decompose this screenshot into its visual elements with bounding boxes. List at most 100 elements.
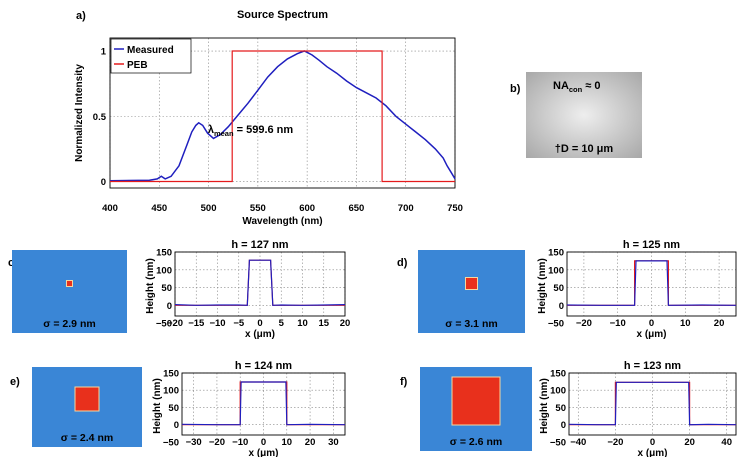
profile-x-tick: 10 [297,318,308,329]
sigma-label-d: σ = 3.1 nm [445,318,497,330]
profile-series-blue-d [566,260,737,306]
profile-title-f: h = 123 nm [624,360,681,372]
spectrum-series-peb [110,50,455,183]
profile-y-tick: −50 [163,437,179,448]
lambda-mean-annotation-rest: = 599.6 nm [234,124,294,136]
na-condenser-label-rest: ≈ 0 [582,80,600,92]
spectrum-y-tick: 0 [101,177,106,188]
sigma-label-e: σ = 2.4 nm [61,432,113,444]
spectrum-x-tick: 450 [151,203,167,214]
sigma-label-f: σ = 2.6 nm [450,436,502,448]
spectrum-plot-frame [109,37,456,189]
panel-a-label: a) [76,10,86,22]
spectrum-x-tick: 700 [398,203,414,214]
profile-y-axis-label-d: Height (nm) [537,258,548,314]
profile-x-tick: 15 [318,318,329,329]
profile-x-axis-label-f: x (μm) [637,448,667,457]
profile-y-tick: 0 [167,301,172,312]
spectrum-legend-box [110,38,192,74]
spectrum-x-tick: 550 [250,203,266,214]
profile-x-tick: 10 [281,437,292,448]
profile-x-tick: −20 [576,318,592,329]
profile-x-tick: 5 [279,318,285,329]
profile-y-axis-label-c: Height (nm) [145,258,156,314]
profile-x-tick: −10 [209,318,225,329]
profile-y-tick: 150 [550,369,566,380]
spectrum-x-tick: 650 [348,203,364,214]
profile-x-tick: 40 [721,437,732,448]
profile-x-tick: 0 [650,437,655,448]
profile-y-tick: 100 [163,386,179,397]
profile-series-blue-e [181,381,346,426]
profile-plot-frame-d [566,251,737,317]
profile-x-tick: −10 [610,318,626,329]
profile-x-tick: −30 [186,437,202,448]
spectrum-x-tick: 600 [299,203,315,214]
profile-x-tick: −20 [209,437,225,448]
profile-x-tick: 20 [714,318,725,329]
na-condenser-label: NAcon ≈ 0 [553,80,601,94]
profile-y-tick: 150 [548,248,564,259]
spectrum-title: Source Spectrum [237,9,328,21]
profile-y-tick: 0 [561,420,566,431]
afm-square-d [465,277,478,290]
panel-f-label: f) [400,376,408,388]
profile-y-tick: −50 [156,319,172,330]
profile-y-tick: 100 [548,265,564,276]
spectrum-x-tick: 500 [201,203,217,214]
spectrum-y-tick: 1 [101,47,107,58]
profile-series-blue-f [568,381,737,426]
afm-square-e [74,386,100,412]
profile-x-tick: −20 [607,437,623,448]
profile-series-red-f [569,381,736,426]
profile-x-tick: 0 [649,318,654,329]
profile-x-tick: 30 [328,437,339,448]
profile-y-tick: 100 [156,265,172,276]
profile-x-tick: 20 [684,437,695,448]
spectrum-x-tick: 750 [447,203,463,214]
afm-image-c [12,250,127,333]
profile-y-tick: 50 [168,403,179,414]
spectrum-legend-entry: Measured [127,45,174,56]
lambda-mean-annotation-sub: mean [214,129,234,138]
profile-x-tick: 10 [680,318,691,329]
profile-title-d: h = 125 nm [623,239,680,251]
profile-x-tick: 0 [261,437,266,448]
profile-y-tick: −50 [548,319,564,330]
profile-y-tick: 50 [555,403,566,414]
profile-y-tick: −50 [550,437,566,448]
panel-b-label: b) [510,83,521,95]
profile-x-tick: −10 [232,437,248,448]
profile-x-axis-label-d: x (μm) [636,329,666,340]
panel-d-label: d) [397,257,408,269]
spectrum-series-measured [109,50,456,182]
spectrum-y-axis-label: Normalized Intensity [74,64,85,162]
spectrum-y-tick: 0.5 [93,112,107,123]
profile-y-tick: 50 [553,283,564,294]
spectrum-x-axis-label: Wavelength (nm) [242,216,322,227]
afm-image-d [418,250,525,333]
profile-x-tick: −20 [167,318,183,329]
afm-square-c [66,280,73,287]
profile-y-tick: 150 [156,248,172,259]
sigma-label-c: σ = 2.9 nm [43,318,95,330]
spectrum-x-tick: 400 [102,203,118,214]
profile-x-tick: −15 [188,318,205,329]
profile-y-tick: 150 [163,369,179,380]
na-condenser-label-main: NA [553,80,569,92]
profile-y-tick: 0 [174,420,179,431]
profile-y-tick: 50 [161,283,172,294]
afm-square-f [451,376,501,426]
profile-x-tick: −5 [233,318,245,329]
profile-x-axis-label-c: x (μm) [245,329,275,340]
na-condenser-label-sub: con [569,85,583,94]
profile-x-axis-label-e: x (μm) [248,448,278,457]
profile-y-tick: 0 [559,301,564,312]
profile-y-tick: 100 [550,386,566,397]
profile-x-tick: 20 [340,318,351,329]
lambda-mean-annotation-main: λ [208,124,214,136]
profile-title-c: h = 127 nm [231,239,288,251]
profile-series-blue-c [174,259,346,306]
lambda-mean-annotation: λmean = 599.6 nm [208,124,294,138]
